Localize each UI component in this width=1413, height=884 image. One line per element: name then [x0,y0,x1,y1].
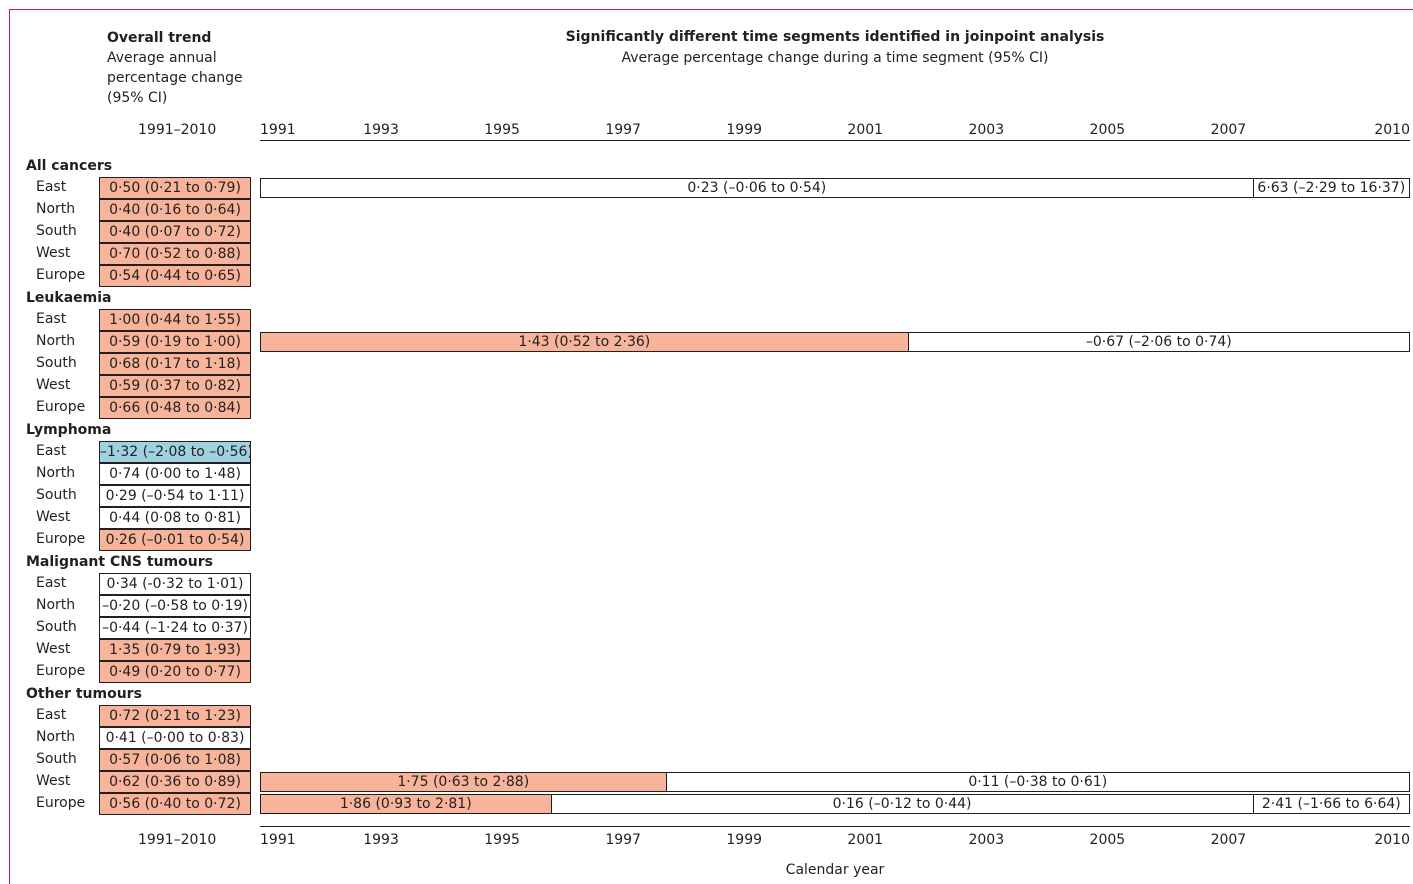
overall-trend-cell: 0·44 (0·08 to 0·81) [99,507,251,529]
region-label: South [36,751,77,767]
time-segment-bar: 6·63 (–2·29 to 16·37) [1252,178,1410,198]
group-heading: Leukaemia [26,290,112,306]
overall-trend-cell: –0·20 (–0·58 to 0·19) [99,595,251,617]
bottom-year-label: 2007 [1210,832,1247,848]
region-label: East [36,311,67,327]
region-label: North [36,597,76,613]
bottom-year-label: 1995 [484,832,520,848]
region-label: South [36,223,77,239]
time-segment-bar: 1·86 (0·93 to 2·81) [260,794,552,814]
overall-trend-cell: 1·00 (0·44 to 1·55) [99,309,251,331]
time-segment-bar: –0·67 (–2·06 to 0·74) [907,332,1410,352]
top-year-label: 2003 [968,122,1005,138]
region-label: Europe [36,531,86,547]
group-heading: All cancers [26,158,113,174]
region-label: West [36,245,71,261]
top-year-label: 2001 [847,122,884,138]
overall-trend-cell: 0·34 (-0·32 to 1·01) [99,573,251,595]
bottom-year-label: 1991 [260,832,296,848]
region-label: West [36,377,71,393]
bottom-year-label: 1993 [363,832,399,848]
overall-trend-subtitle-3: (95% CI) [107,90,168,106]
overall-trend-cell: 0·68 (0·17 to 1·18) [99,353,251,375]
region-label: West [36,641,71,657]
top-year-label: 2007 [1210,122,1247,138]
overall-trend-cell: 0·41 (–0·00 to 0·83) [99,727,251,749]
time-segment-bar: 2·41 (–1·66 to 6·64) [1252,794,1410,814]
top-year-label: 1991 [260,122,296,138]
x-axis-title: Calendar year [785,862,885,878]
overall-trend-title: Overall trend [107,30,212,46]
overall-trend-cell: –1·32 (–2·08 to –0·56) [99,441,251,463]
bottom-year-label: 2010 [1374,832,1410,848]
region-label: North [36,729,76,745]
overall-trend-cell: 0·40 (0·16 to 0·64) [99,199,251,221]
overall-trend-cell: 0·50 (0·21 to 0·79) [99,177,251,199]
group-heading: Lymphoma [26,422,112,438]
time-segment-bar: 0·16 (–0·12 to 0·44) [550,794,1254,814]
overall-trend-cell: 0·40 (0·07 to 0·72) [99,221,251,243]
top-axis-line [260,140,1410,141]
overall-trend-cell: 0·26 (–0·01 to 0·54) [99,529,251,551]
overall-trend-cell: 0·54 (0·44 to 0·65) [99,265,251,287]
region-label: South [36,619,77,635]
bottom-year-label: 2005 [1089,832,1126,848]
region-label: Europe [36,795,86,811]
overall-trend-cell: 0·57 (0·06 to 1·08) [99,749,251,771]
overall-trend-cell: 0·59 (0·19 to 1·00) [99,331,251,353]
bottom-axis-line [260,826,1410,827]
overall-trend-cell: 0·74 (0·00 to 1·48) [99,463,251,485]
region-label: West [36,509,71,525]
overall-period-top: 1991–2010 [138,122,217,138]
region-label: East [36,575,67,591]
overall-trend-cell: 0·62 (0·36 to 0·89) [99,771,251,793]
group-heading: Other tumours [26,686,142,702]
region-label: South [36,487,77,503]
overall-trend-cell: 0·49 (0·20 to 0·77) [99,661,251,683]
top-year-label: 1995 [484,122,520,138]
region-label: East [36,707,67,723]
top-year-label: 2005 [1089,122,1126,138]
time-segment-bar: 0·23 (–0·06 to 0·54) [260,178,1254,198]
region-label: Europe [36,663,86,679]
overall-trend-cell: 0·72 (0·21 to 1·23) [99,705,251,727]
bottom-year-label: 2003 [968,832,1005,848]
overall-trend-subtitle-2: percentage change [107,70,243,86]
overall-trend-cell: 0·70 (0·52 to 0·88) [99,243,251,265]
bottom-year-label: 1999 [726,832,763,848]
overall-trend-cell: –0·44 (–1·24 to 0·37) [99,617,251,639]
region-label: Europe [36,267,86,283]
overall-period-bottom: 1991–2010 [138,832,217,848]
region-label: Europe [36,399,86,415]
top-year-label: 1993 [363,122,399,138]
figure-frame-top [9,9,1413,10]
region-label: North [36,465,76,481]
top-year-label: 2010 [1374,122,1410,138]
region-label: East [36,443,67,459]
figure-frame-left [9,9,10,884]
top-year-label: 1997 [605,122,641,138]
time-segment-bar: 0·11 (–0·38 to 0·61) [665,772,1410,792]
group-heading: Malignant CNS tumours [26,554,213,570]
overall-trend-cell: 0·66 (0·48 to 0·84) [99,397,251,419]
region-label: South [36,355,77,371]
bottom-year-label: 2001 [847,832,884,848]
region-label: East [36,179,67,195]
overall-trend-cell: 0·29 (–0·54 to 1·11) [99,485,251,507]
segments-title: Significantly different time segments id… [565,29,1105,45]
time-segment-bar: 1·75 (0·63 to 2·88) [260,772,667,792]
region-label: West [36,773,71,789]
bottom-year-label: 1997 [605,832,641,848]
top-year-label: 1999 [726,122,763,138]
overall-trend-header: Overall trend Average annual percentage … [107,28,257,108]
overall-trend-subtitle-1: Average annual [107,50,217,66]
region-label: North [36,201,76,217]
segments-subtitle: Average percentage change during a time … [621,50,1049,66]
time-segment-bar: 1·43 (0·52 to 2·36) [260,332,909,352]
region-label: North [36,333,76,349]
overall-trend-cell: 0·59 (0·37 to 0·82) [99,375,251,397]
overall-trend-cell: 1·35 (0·79 to 1·93) [99,639,251,661]
overall-trend-cell: 0·56 (0·40 to 0·72) [99,793,251,815]
